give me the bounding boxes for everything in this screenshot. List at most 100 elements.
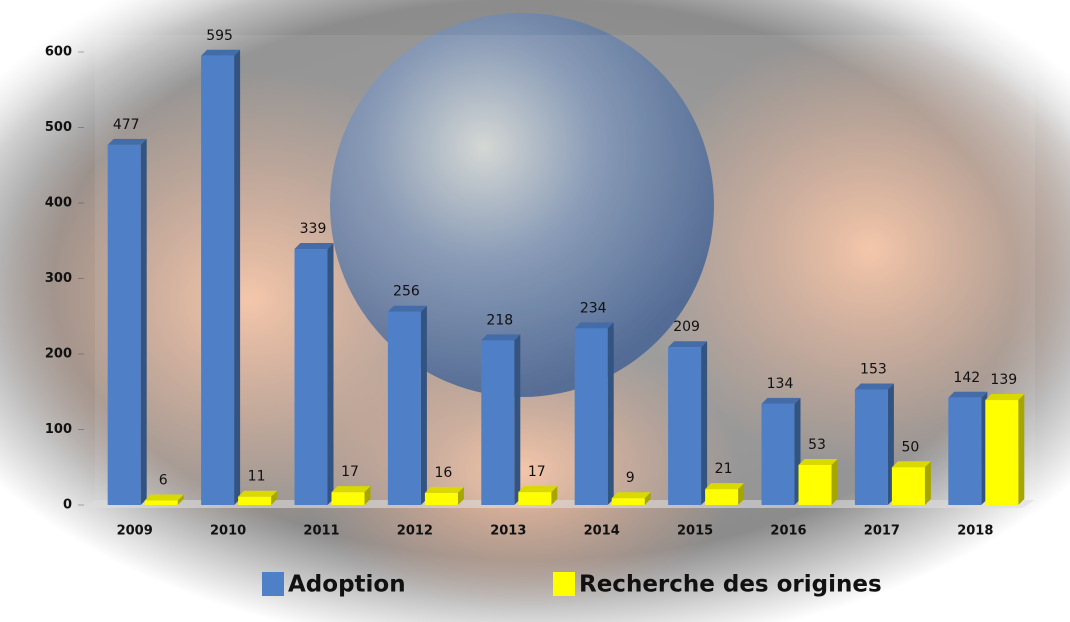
bar-top xyxy=(387,305,427,312)
bar-side xyxy=(514,334,521,505)
bar xyxy=(424,492,458,505)
bar-top xyxy=(107,138,147,145)
value-label: 209 xyxy=(673,319,700,335)
bar-side xyxy=(607,322,614,505)
bar-top xyxy=(798,458,838,465)
x-tick-label: 2018 xyxy=(957,524,993,539)
bar-side xyxy=(177,494,184,505)
bar-top xyxy=(574,322,614,329)
bar xyxy=(387,311,421,505)
x-tick-label: 2014 xyxy=(584,524,620,539)
bar-side xyxy=(364,486,371,505)
bar-side xyxy=(457,486,464,505)
bar xyxy=(985,400,1019,505)
y-tick-label: 300 xyxy=(45,271,72,286)
value-label: 142 xyxy=(953,370,980,386)
bar xyxy=(238,496,272,505)
x-tick-label: 2015 xyxy=(677,524,713,539)
bar-top xyxy=(705,483,745,490)
bar xyxy=(948,397,982,505)
bar xyxy=(798,464,832,505)
bar-side xyxy=(234,49,241,506)
bar xyxy=(107,144,141,506)
y-tick-label: 200 xyxy=(45,347,72,362)
bar-side xyxy=(327,243,334,505)
legend-label: Recherche des origines xyxy=(579,572,882,598)
bar xyxy=(611,498,645,505)
legend-swatch xyxy=(553,572,575,596)
bar xyxy=(518,492,552,505)
value-label: 6 xyxy=(159,472,168,488)
bar-side xyxy=(644,492,651,505)
value-label: 234 xyxy=(580,300,607,316)
bar xyxy=(201,55,235,506)
bar-top xyxy=(891,461,931,468)
value-label: 17 xyxy=(341,464,359,480)
bar-top xyxy=(985,394,1025,401)
value-label: 17 xyxy=(528,464,546,480)
bar-side xyxy=(420,305,427,505)
value-label: 153 xyxy=(860,361,887,377)
bar-side xyxy=(701,341,708,505)
bar-top xyxy=(611,492,651,499)
bar-top xyxy=(201,49,241,56)
bar xyxy=(761,403,795,505)
value-label: 11 xyxy=(248,469,266,485)
bar-top xyxy=(668,341,708,348)
bar xyxy=(891,467,925,505)
bar-side xyxy=(140,138,147,506)
value-label: 9 xyxy=(626,470,635,486)
bar-top xyxy=(144,494,184,501)
value-label: 16 xyxy=(434,465,452,481)
bar-side xyxy=(1018,394,1025,505)
bar xyxy=(331,492,365,505)
bar-side xyxy=(271,490,278,505)
value-label: 256 xyxy=(393,284,420,300)
bar-top xyxy=(854,383,894,390)
value-label: 21 xyxy=(715,461,733,477)
x-tick-label: 2010 xyxy=(210,524,246,539)
bar xyxy=(705,489,739,505)
y-tick-label: 100 xyxy=(45,422,72,437)
y-tick-label: 0 xyxy=(63,498,72,513)
bar-top xyxy=(294,243,334,250)
bar xyxy=(144,500,178,505)
bar-top xyxy=(518,486,558,493)
x-tick-label: 2009 xyxy=(117,524,153,539)
value-label: 595 xyxy=(206,28,233,44)
value-label: 134 xyxy=(767,376,794,392)
y-tick-label: 400 xyxy=(45,196,72,211)
x-tick-label: 2011 xyxy=(303,524,339,539)
value-label: 218 xyxy=(486,312,513,328)
bar-top xyxy=(424,486,464,493)
bar-side xyxy=(738,483,745,505)
bar-side xyxy=(831,458,838,505)
bar-top xyxy=(948,391,988,398)
y-tick-label: 500 xyxy=(45,120,72,135)
bar xyxy=(854,389,888,505)
bar xyxy=(574,328,608,505)
bar-top xyxy=(238,490,278,497)
x-tick-label: 2012 xyxy=(397,524,433,539)
value-label: 139 xyxy=(990,372,1017,388)
x-tick-label: 2017 xyxy=(864,524,900,539)
bar-top xyxy=(481,334,521,341)
value-label: 50 xyxy=(901,439,919,455)
value-label: 53 xyxy=(808,437,826,453)
bar-side xyxy=(551,486,558,505)
bar-side xyxy=(924,461,931,505)
bar xyxy=(481,340,515,505)
x-tick-label: 2013 xyxy=(490,524,526,539)
x-tick-label: 2016 xyxy=(770,524,806,539)
legend-label: Adoption xyxy=(288,572,406,598)
value-label: 339 xyxy=(300,221,327,237)
value-label: 477 xyxy=(113,117,140,133)
y-tick-label: 600 xyxy=(45,45,72,60)
bar xyxy=(294,249,328,505)
bar xyxy=(668,347,702,505)
bar-top xyxy=(331,486,371,493)
legend-swatch xyxy=(262,572,284,596)
bar-top xyxy=(761,397,801,404)
